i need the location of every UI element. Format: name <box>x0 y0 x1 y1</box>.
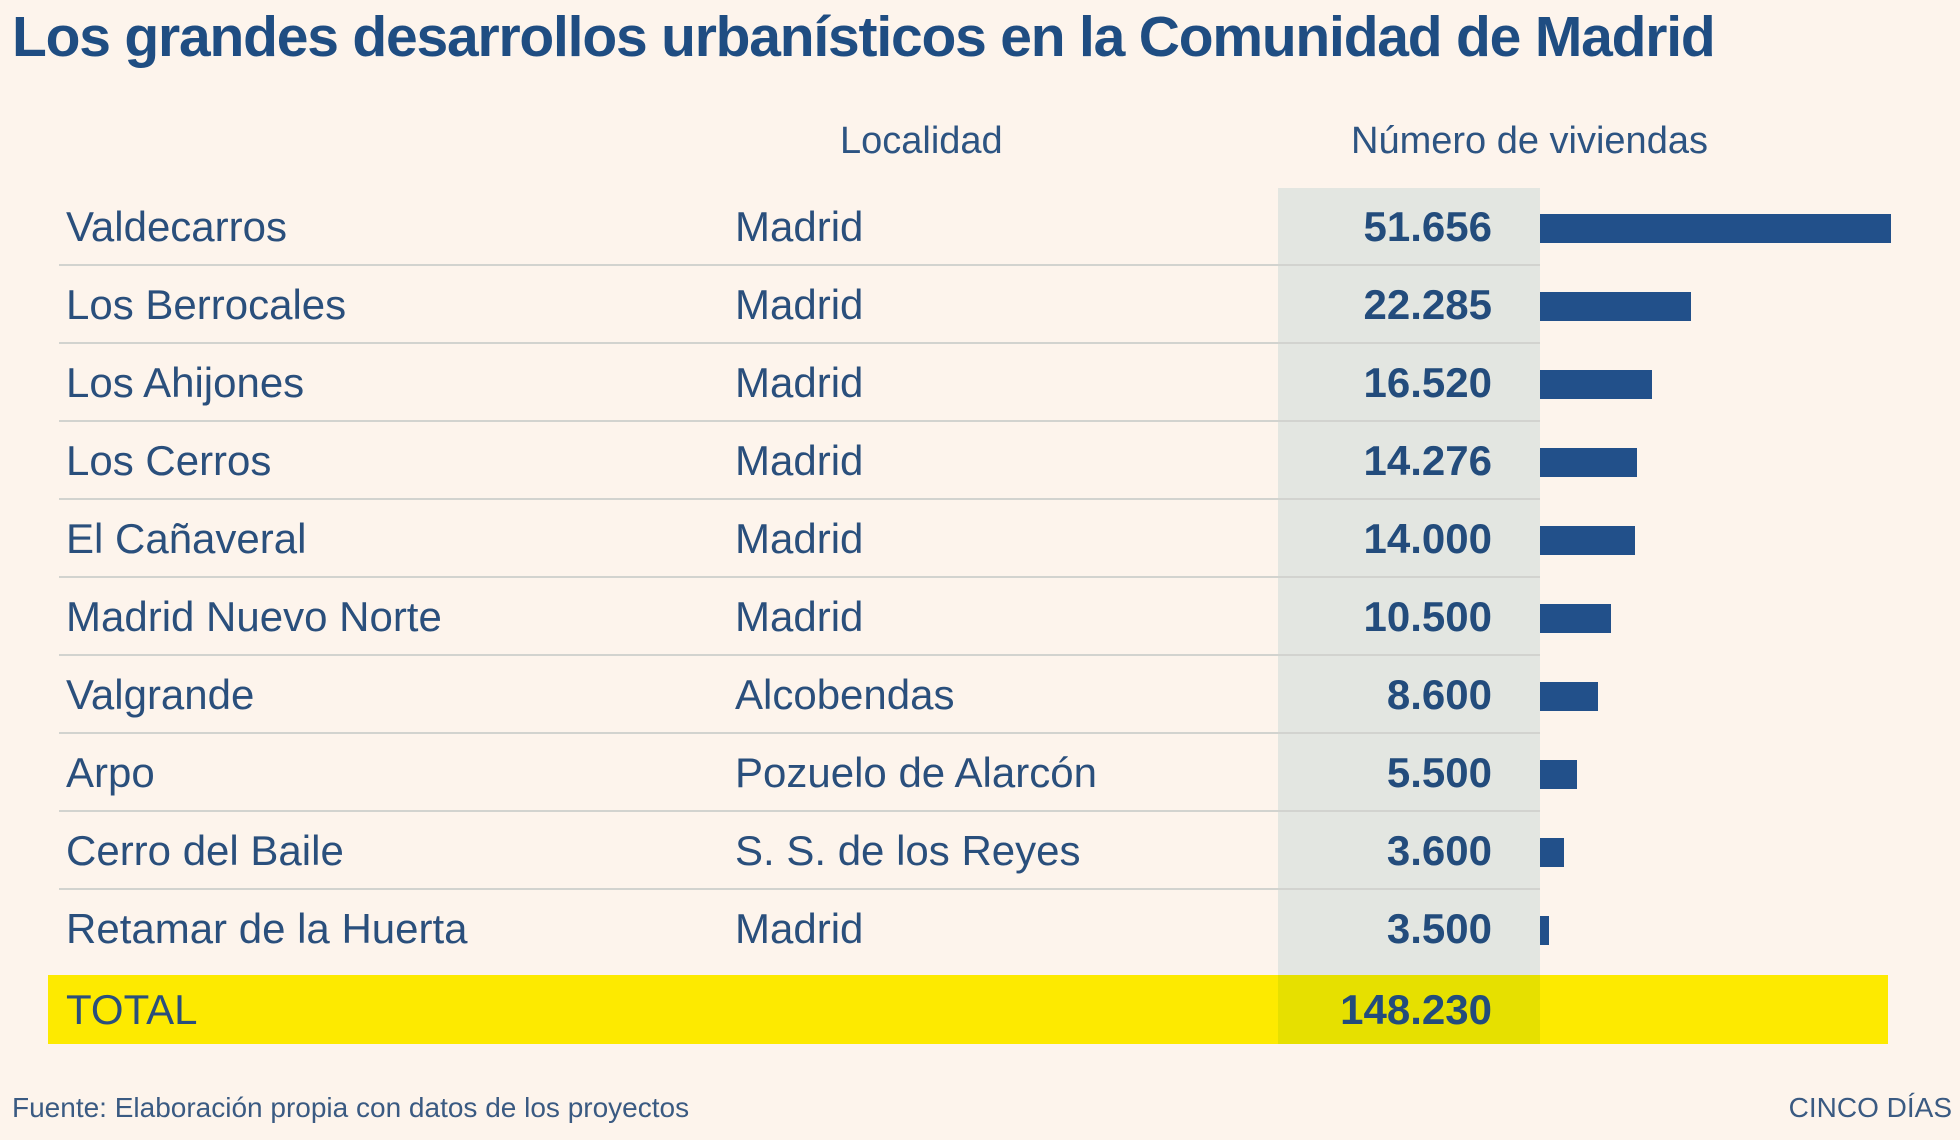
table-row: Retamar de la Huerta Madrid 3.500 <box>0 890 1960 968</box>
row-localidad: Madrid <box>735 515 864 562</box>
chart-title: Los grandes desarrollos urbanísticos en … <box>12 5 1716 69</box>
row-divider <box>59 420 1540 422</box>
row-divider <box>59 576 1540 578</box>
row-value: 14.276 <box>1363 437 1492 484</box>
header-viviendas: Número de viviendas <box>1351 120 1708 162</box>
row-value: 5.500 <box>1386 749 1492 796</box>
bar <box>1540 526 1636 555</box>
row-divider <box>59 732 1540 734</box>
source-note: Fuente: Elaboración propia con datos de … <box>12 1092 690 1123</box>
row-localidad: Alcobendas <box>735 671 955 718</box>
row-localidad: Madrid <box>735 281 864 328</box>
table-row: Valgrande Alcobendas 8.600 <box>0 656 1960 734</box>
row-value: 16.520 <box>1363 359 1492 406</box>
row-value: 10.500 <box>1363 593 1492 640</box>
row-name: Cerro del Baile <box>66 827 344 874</box>
row-localidad: Madrid <box>735 203 864 250</box>
row-value: 22.285 <box>1363 281 1492 328</box>
bar <box>1540 760 1578 789</box>
row-value: 3.600 <box>1386 827 1492 874</box>
row-localidad: Madrid <box>735 437 864 484</box>
row-name: Madrid Nuevo Norte <box>66 593 442 640</box>
bar <box>1540 370 1653 399</box>
total-value: 148.230 <box>1340 986 1492 1033</box>
bar <box>1540 604 1612 633</box>
row-divider <box>59 498 1540 500</box>
row-localidad: S. S. de los Reyes <box>735 827 1081 874</box>
bar <box>1540 214 1891 243</box>
bar <box>1540 682 1599 711</box>
table-row: Cerro del Baile S. S. de los Reyes 3.600 <box>0 812 1960 890</box>
table-row: Los Ahijones Madrid 16.520 <box>0 344 1960 422</box>
row-name: Los Berrocales <box>66 281 347 328</box>
table-row: El Cañaveral Madrid 14.000 <box>0 500 1960 578</box>
table-row: Arpo Pozuelo de Alarcón 5.500 <box>0 734 1960 812</box>
row-localidad: Pozuelo de Alarcón <box>735 749 1097 796</box>
row-name: Retamar de la Huerta <box>66 905 468 952</box>
total-label: TOTAL <box>66 986 198 1033</box>
bar <box>1540 916 1549 945</box>
total-number-background <box>1278 975 1540 1044</box>
row-localidad: Madrid <box>735 593 864 640</box>
row-value: 14.000 <box>1363 515 1492 562</box>
total-row: TOTAL <box>48 975 1888 1044</box>
row-divider <box>59 654 1540 656</box>
number-column-background <box>1278 188 1540 976</box>
row-divider <box>59 888 1540 890</box>
row-name: Valdecarros <box>66 203 287 250</box>
row-name: Los Cerros <box>66 437 272 484</box>
table-row: Valdecarros Madrid 51.656 <box>0 188 1960 266</box>
bar <box>1540 838 1565 867</box>
table-row: Madrid Nuevo Norte Madrid 10.500 <box>0 578 1960 656</box>
row-value: 8.600 <box>1386 671 1492 718</box>
row-name: Valgrande <box>66 671 255 718</box>
row-value: 3.500 <box>1386 905 1492 952</box>
row-name: Arpo <box>66 749 155 796</box>
row-name: El Cañaveral <box>66 515 307 562</box>
row-localidad: Madrid <box>735 905 864 952</box>
row-localidad: Madrid <box>735 359 864 406</box>
row-name: Los Ahijones <box>66 359 305 406</box>
table-row: Los Cerros Madrid 14.276 <box>0 422 1960 500</box>
row-divider <box>59 342 1540 344</box>
header-localidad: Localidad <box>840 120 1003 162</box>
row-divider <box>59 810 1540 812</box>
bar <box>1540 448 1637 477</box>
table-row: Los Berrocales Madrid 22.285 <box>0 266 1960 344</box>
row-divider <box>59 264 1540 266</box>
brand-logo: CINCO DÍAS <box>1788 1092 1952 1123</box>
row-value: 51.656 <box>1363 203 1492 250</box>
bar <box>1540 292 1692 321</box>
